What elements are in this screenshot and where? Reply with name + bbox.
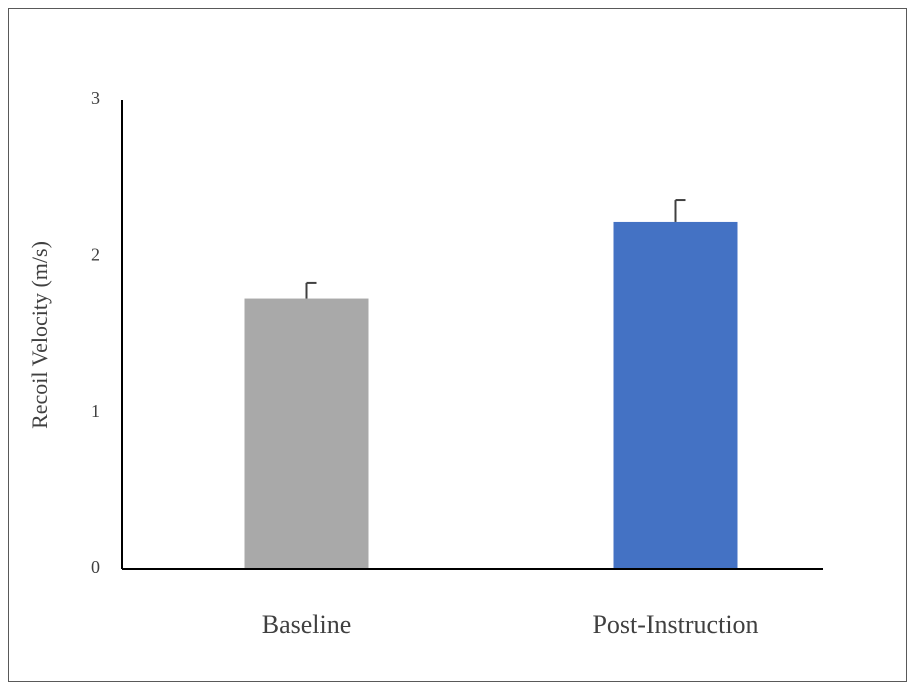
bar	[244, 298, 369, 569]
error-bar	[305, 281, 317, 299]
y-tick-label: 2	[91, 244, 100, 264]
x-tick-label: Baseline	[262, 610, 352, 639]
y-tick-label: 0	[91, 557, 100, 577]
chart-frame	[8, 8, 907, 682]
x-tick-label: Post-Instruction	[592, 610, 758, 639]
bar	[613, 221, 738, 569]
y-tick-label: 1	[91, 401, 100, 421]
y-axis-label: Recoil Velocity (m/s)	[27, 241, 52, 429]
error-bar	[674, 199, 686, 222]
y-tick-label: 3	[91, 88, 100, 108]
